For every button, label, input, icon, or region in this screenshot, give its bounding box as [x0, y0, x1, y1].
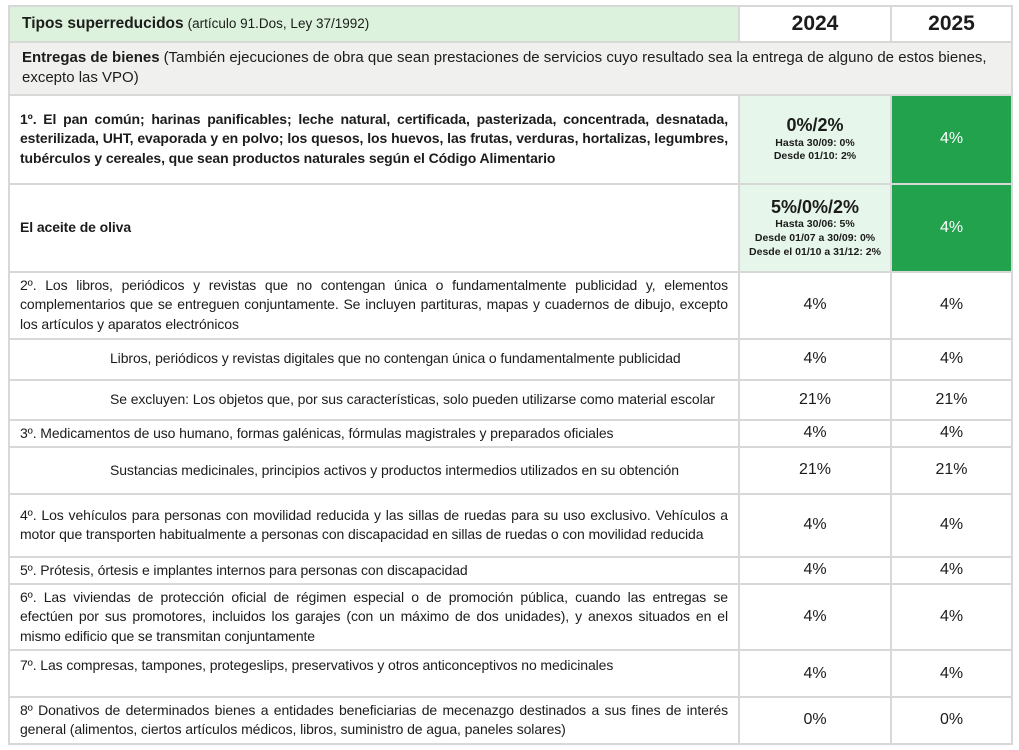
table-row: Se excluyen: Los objetos que, por sus ca…	[8, 378, 1013, 421]
section-label: Entregas de bienes	[22, 49, 160, 66]
rate-detail: Hasta 30/09: 0%	[775, 136, 855, 149]
rate-cell-2025: 0%	[890, 696, 1013, 745]
desc-cell: Sustancias medicinales, principios activ…	[8, 445, 740, 495]
table-row: 5º. Prótesis, órtesis e implantes intern…	[8, 555, 1013, 586]
rate-cell-2024: 0%	[738, 696, 892, 745]
table-title-note: (artículo 91.Dos, Ley 37/1992)	[187, 16, 370, 31]
table-title-cell: Tipos superreducidos (artículo 91.Dos, Le…	[8, 5, 740, 43]
rate-cell-2024: 4%	[738, 270, 892, 340]
desc-cell: 7º. Las compresas, tampones, protegeslip…	[8, 649, 740, 699]
rate-cell-2025: 4%	[890, 555, 1013, 586]
rate-main: 0%/2%	[786, 115, 844, 136]
rate-cell-2025: 4%	[890, 182, 1013, 273]
rate-cell-2024: 4%	[738, 649, 892, 699]
vat-rates-table: Tipos superreducidos (artículo 91.Dos, Le…	[8, 5, 1013, 745]
desc-cell: 6º. Las viviendas de protección oficial …	[8, 583, 740, 652]
rate-cell-2024: 4%	[738, 492, 892, 558]
rate-cell-2025: 4%	[890, 649, 1013, 699]
year-header-2025: 2025	[890, 5, 1013, 43]
rate-cell-2025: 4%	[890, 418, 1013, 448]
rate-detail: Desde 01/07 a 30/09: 0%	[754, 231, 876, 244]
desc-cell: El aceite de oliva	[8, 182, 740, 273]
rate-cell-2024: 5%/0%/2% Hasta 30/06: 5% Desde 01/07 a 3…	[738, 182, 892, 273]
rate-cell-2024: 4%	[738, 555, 892, 586]
rate-cell-2024: 21%	[738, 378, 892, 421]
table-row: Libros, periódicos y revistas digitales …	[8, 337, 1013, 381]
rate-cell-2025: 4%	[890, 337, 1013, 381]
section-note: (También ejecuciones de obra que sean pr…	[22, 49, 987, 87]
table-row: 4º. Los vehículos para personas con movi…	[8, 492, 1013, 558]
table-header-row: Tipos superreducidos (artículo 91.Dos, Le…	[8, 5, 1013, 43]
table-row: 1º. El pan común; harinas panificables; …	[8, 93, 1013, 185]
rate-cell-2025: 4%	[890, 492, 1013, 558]
rate-cell-2025: 4%	[890, 270, 1013, 340]
desc-cell: 2º. Los libros, periódicos y revistas qu…	[8, 270, 740, 340]
desc-cell: Se excluyen: Los objetos que, por sus ca…	[8, 378, 740, 421]
rate-cell-2024: 4%	[738, 583, 892, 652]
rate-detail: Hasta 30/06: 5%	[775, 218, 855, 231]
rate-cell-2025: 4%	[890, 93, 1013, 185]
table-row: 8º Donativos de determinados bienes a en…	[8, 696, 1013, 745]
table-title: Tipos superreducidos	[22, 15, 184, 32]
table-row: Sustancias medicinales, principios activ…	[8, 445, 1013, 495]
rate-cell-2025: 21%	[890, 445, 1013, 495]
rate-cell-2024: 4%	[738, 337, 892, 381]
section-header-row: Entregas de bienes (También ejecuciones d…	[8, 41, 1013, 96]
desc-cell: 5º. Prótesis, órtesis e implantes intern…	[8, 555, 740, 586]
table-row: 7º. Las compresas, tampones, protegeslip…	[8, 649, 1013, 699]
section-header-cell: Entregas de bienes (También ejecuciones d…	[8, 41, 1013, 96]
rate-cell-2025: 4%	[890, 583, 1013, 652]
rate-detail: Desde 01/10: 2%	[773, 150, 857, 163]
rate-cell-2024: 0%/2% Hasta 30/09: 0% Desde 01/10: 2%	[738, 93, 892, 185]
desc-cell: 1º. El pan común; harinas panificables; …	[8, 93, 740, 185]
rate-main: 5%/0%/2%	[770, 196, 860, 217]
desc-cell: Libros, periódicos y revistas digitales …	[8, 337, 740, 381]
table-row: 3º. Medicamentos de uso humano, formas g…	[8, 418, 1013, 448]
table-row: El aceite de oliva 5%/0%/2% Hasta 30/06:…	[8, 182, 1013, 273]
rate-cell-2024: 4%	[738, 418, 892, 448]
rate-detail: Desde el 01/10 a 31/12: 2%	[749, 245, 881, 258]
table-row: 2º. Los libros, periódicos y revistas qu…	[8, 270, 1013, 340]
desc-cell: 8º Donativos de determinados bienes a en…	[8, 696, 740, 745]
rate-cell-2025: 21%	[890, 378, 1013, 421]
year-header-2024: 2024	[738, 5, 892, 43]
desc-cell: 3º. Medicamentos de uso humano, formas g…	[8, 418, 740, 448]
desc-cell: 4º. Los vehículos para personas con movi…	[8, 492, 740, 558]
rate-cell-2024: 21%	[738, 445, 892, 495]
table-row: 6º. Las viviendas de protección oficial …	[8, 583, 1013, 652]
